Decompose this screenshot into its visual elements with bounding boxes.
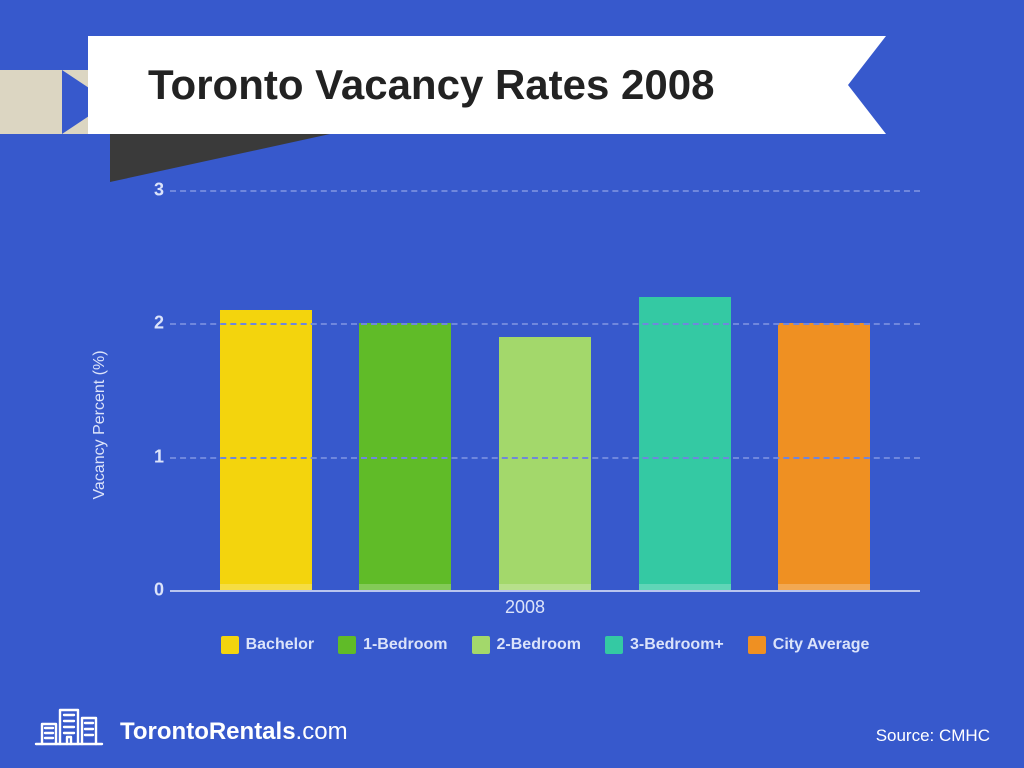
legend-swatch [472, 636, 490, 654]
bar-slot [475, 190, 615, 590]
page-title: Toronto Vacancy Rates 2008 [148, 61, 714, 109]
legend-swatch [221, 636, 239, 654]
legend-item: 2-Bedroom [472, 636, 581, 654]
bar-slot [754, 190, 894, 590]
legend-label: City Average [773, 636, 870, 654]
buildings-icon [34, 702, 104, 746]
legend-item: Bachelor [221, 636, 314, 654]
bars-container [170, 190, 920, 590]
y-tick: 0 [144, 580, 164, 601]
plot-area: 0123 [170, 190, 920, 590]
gridline [170, 323, 920, 325]
brand-thin: .com [296, 718, 348, 745]
brand-bold: TorontoRentals [120, 718, 296, 745]
legend-label: 3-Bedroom+ [630, 636, 724, 654]
legend-item: 3-Bedroom+ [605, 636, 724, 654]
y-tick: 3 [144, 180, 164, 201]
legend-item: 1-Bedroom [338, 636, 447, 654]
bar-slot [336, 190, 476, 590]
legend-item: City Average [748, 636, 870, 654]
title-banner: Toronto Vacancy Rates 2008 [0, 36, 1024, 156]
legend: Bachelor 1-Bedroom 2-Bedroom 3-Bedroom+ City… [170, 636, 920, 654]
legend-swatch [748, 636, 766, 654]
bar-slot [615, 190, 755, 590]
baseline [170, 590, 920, 592]
bar-bachelor [220, 310, 312, 590]
brand: TorontoRentals.com [34, 702, 348, 746]
bar-2-bedroom [499, 337, 591, 590]
brand-text: TorontoRentals.com [120, 718, 348, 746]
y-axis-label: Vacancy Percent (%) [91, 350, 109, 499]
gridline [170, 190, 920, 192]
ribbon-shadow [110, 134, 330, 182]
vacancy-bar-chart: Vacancy Percent (%) 0123 2008 Bachelor1-… [130, 190, 920, 660]
y-tick: 1 [144, 446, 164, 467]
gridline [170, 457, 920, 459]
legend-label: 2-Bedroom [497, 636, 581, 654]
legend-swatch [605, 636, 623, 654]
source-label: Source: CMHC [876, 726, 990, 746]
bar-3-bedroom- [639, 297, 731, 590]
footer: TorontoRentals.com Source: CMHC [34, 702, 990, 746]
x-axis-label: 2008 [505, 597, 545, 618]
bar-slot [196, 190, 336, 590]
y-tick: 2 [144, 313, 164, 334]
legend-label: Bachelor [246, 636, 314, 654]
banner-body: Toronto Vacancy Rates 2008 [88, 36, 848, 134]
legend-swatch [338, 636, 356, 654]
legend-label: 1-Bedroom [363, 636, 447, 654]
banner-end-cut [848, 36, 886, 134]
